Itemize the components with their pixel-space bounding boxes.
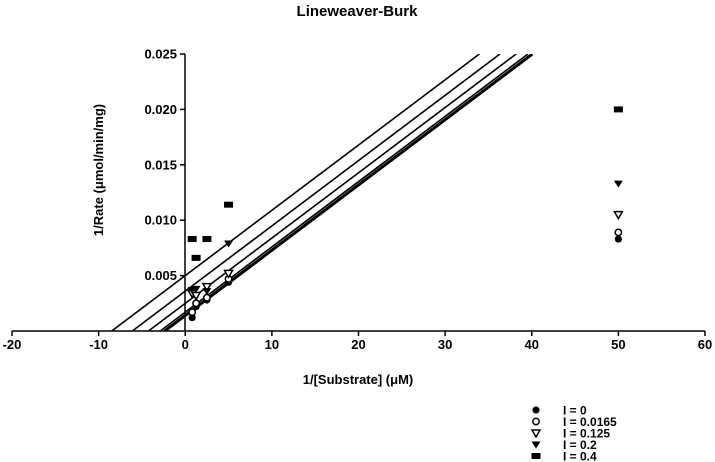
data-point [613, 180, 623, 188]
data-point [202, 293, 211, 302]
data-point [613, 210, 624, 221]
data-point [202, 288, 212, 296]
legend-label: I = 0 [563, 404, 587, 418]
x-tick-label: 60 [698, 337, 712, 352]
x-tick-label: -10 [89, 337, 108, 352]
legend-label: I = 0.125 [563, 427, 610, 441]
legend-marker [530, 429, 542, 439]
data-point [224, 201, 234, 208]
fit-line [111, 54, 480, 331]
legend-marker [532, 417, 540, 426]
fit-line [159, 54, 529, 331]
x-tick-label: 10 [265, 337, 279, 352]
data-point [202, 236, 212, 243]
data-point [190, 291, 202, 302]
legend-marker [532, 406, 540, 414]
data-point [187, 236, 197, 243]
y-tick-label: 0.015 [144, 157, 177, 172]
legend-marker [531, 441, 541, 449]
data-point [614, 235, 622, 243]
y-tick-label: 0.005 [144, 268, 177, 283]
y-tick-label: 0.020 [144, 102, 177, 117]
data-point [613, 106, 623, 113]
x-tick-label: 30 [438, 337, 452, 352]
legend-label: I = 0.2 [563, 438, 597, 452]
data-point [191, 254, 201, 261]
data-point [191, 285, 201, 293]
fit-line [131, 54, 501, 331]
data-point [223, 269, 234, 279]
y-axis-label: 1/Rate (μmol/min/mg) [91, 104, 106, 236]
x-axis-label: 1/[Substrate] (μM) [303, 372, 414, 387]
data-point [188, 308, 197, 317]
x-tick-label: 0 [182, 337, 189, 352]
y-tick-label: 0.010 [144, 213, 177, 228]
x-tick-label: 20 [351, 337, 365, 352]
y-tick-label: 0.025 [144, 47, 177, 62]
x-tick-label: 50 [611, 337, 625, 352]
x-tick-label: 40 [525, 337, 539, 352]
data-point [224, 240, 234, 248]
legend-label: I = 0.4 [563, 450, 597, 462]
data-points [186, 106, 624, 322]
fit-lines [111, 54, 534, 331]
x-tick-label: -20 [3, 337, 22, 352]
data-point [188, 314, 196, 322]
fit-line [163, 54, 534, 331]
axes: -20 -10 0 10 20 30 40 50 60 0.005 0.010 0.015 0.020 0… [3, 47, 713, 353]
chart-title: Lineweaver-Burk [297, 3, 419, 20]
legend-marker [531, 453, 541, 459]
data-point [192, 299, 201, 308]
legend-label: I = 0.0165 [563, 415, 617, 429]
data-point [201, 282, 213, 293]
data-point [614, 228, 623, 237]
